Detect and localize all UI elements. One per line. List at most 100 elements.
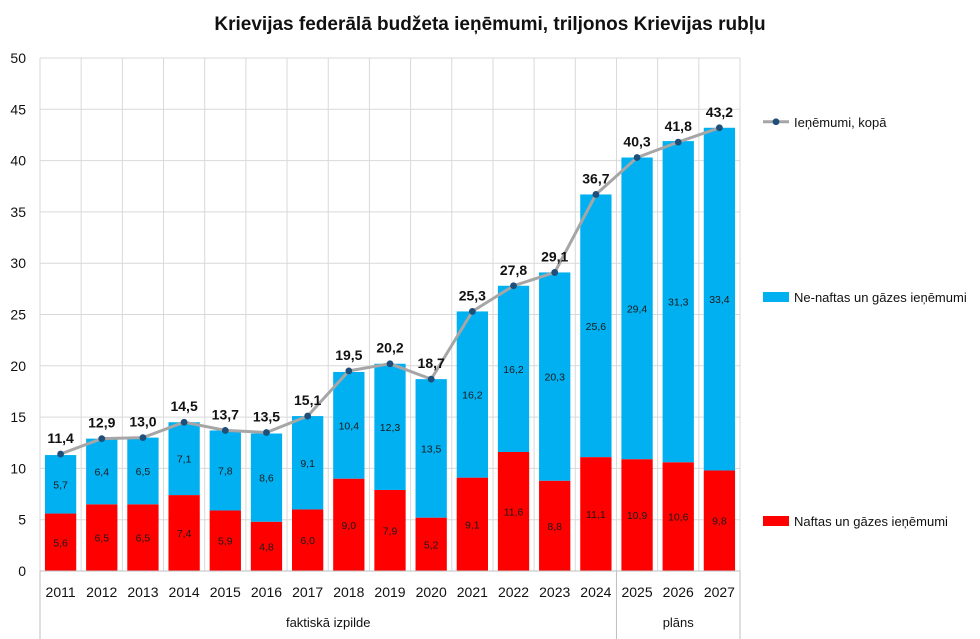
x-tick-label: 2014 bbox=[169, 584, 200, 600]
bar-non-oil-gas bbox=[209, 430, 241, 511]
y-tick-label: 25 bbox=[10, 307, 26, 323]
y-tick-label: 35 bbox=[10, 204, 26, 220]
total-point bbox=[427, 375, 435, 383]
bars-layer bbox=[44, 127, 736, 571]
non-oil-gas-value-label: 9,1 bbox=[300, 458, 315, 470]
y-tick-label: 10 bbox=[10, 460, 26, 476]
x-tick-label: 2012 bbox=[86, 584, 117, 600]
x-tick-label: 2024 bbox=[580, 584, 611, 600]
bar-oil-gas bbox=[662, 462, 694, 571]
bar-non-oil-gas bbox=[703, 127, 736, 471]
x-tick-label: 2021 bbox=[457, 584, 488, 600]
total-value-label: 13,5 bbox=[253, 408, 280, 424]
oil-gas-value-label: 10,9 bbox=[627, 510, 648, 522]
bar-oil-gas bbox=[86, 504, 118, 571]
x-tick-label: 2019 bbox=[374, 584, 405, 600]
non-oil-gas-value-label: 10,4 bbox=[339, 420, 360, 432]
x-tick-label: 2013 bbox=[127, 584, 158, 600]
legend-oil-gas-label: Naftas un gāzes ieņēmumi bbox=[794, 514, 948, 529]
y-tick-label: 15 bbox=[10, 409, 26, 425]
total-line-layer: 11,4 12,9 13,0 14,5 13,7 13,5 15,1 19,5 20,2 18,7… bbox=[47, 104, 733, 458]
legend: Ieņēmumi, kopā Ne-naftas un gāzes ieņēmum… bbox=[763, 115, 967, 529]
non-oil-gas-value-label: 8,6 bbox=[259, 473, 274, 485]
total-value-label: 29,1 bbox=[541, 248, 568, 264]
total-value-label: 13,0 bbox=[129, 414, 156, 430]
total-value-label: 27,8 bbox=[500, 262, 527, 278]
bar-non-oil-gas bbox=[168, 422, 200, 496]
total-value-label: 18,7 bbox=[418, 355, 445, 371]
oil-gas-value-label: 4,8 bbox=[259, 541, 274, 553]
group-label: plāns bbox=[663, 615, 695, 630]
non-oil-gas-value-label: 31,3 bbox=[668, 297, 689, 309]
gridlines bbox=[39, 57, 741, 571]
non-oil-gas-value-label: 13,5 bbox=[421, 443, 442, 455]
chart-title: Krievijas federālā budžeta ieņēmumi, tri… bbox=[214, 14, 765, 35]
bar-oil-gas bbox=[456, 477, 488, 571]
total-point bbox=[468, 308, 476, 315]
y-tick-label: 0 bbox=[18, 563, 26, 579]
legend-non-oil-gas-label: Ne-naftas un gāzes ieņēmumi bbox=[794, 290, 967, 305]
total-value-label: 13,7 bbox=[212, 406, 239, 422]
total-point bbox=[221, 427, 229, 434]
oil-gas-value-label: 9,0 bbox=[342, 520, 357, 532]
x-tick-label: 2016 bbox=[251, 584, 282, 600]
bar-non-oil-gas bbox=[580, 194, 612, 458]
bar-non-oil-gas bbox=[497, 285, 530, 452]
x-tick-label: 2027 bbox=[704, 584, 735, 600]
non-oil-gas-value-label: 7,8 bbox=[218, 465, 233, 477]
bar-oil-gas bbox=[497, 451, 530, 571]
legend-oil-gas-swatch bbox=[763, 516, 789, 526]
y-tick-label: 50 bbox=[10, 50, 26, 66]
oil-gas-value-label: 9,8 bbox=[712, 516, 727, 528]
bar-non-oil-gas bbox=[456, 311, 488, 478]
bar-oil-gas bbox=[415, 517, 447, 571]
x-tick-label: 2018 bbox=[333, 584, 364, 600]
bar-non-oil-gas bbox=[292, 416, 324, 510]
bar-non-oil-gas bbox=[127, 437, 159, 505]
x-tick-label: 2020 bbox=[416, 584, 447, 600]
bar-oil-gas bbox=[250, 521, 283, 571]
total-value-label: 40,3 bbox=[623, 134, 650, 150]
legend-total-label: Ieņēmumi, kopā bbox=[794, 115, 887, 130]
oil-gas-value-label: 6,5 bbox=[94, 533, 109, 545]
total-value-label: 12,9 bbox=[88, 415, 115, 431]
x-tick-label: 2015 bbox=[210, 584, 241, 600]
non-oil-gas-value-label: 5,7 bbox=[53, 479, 68, 491]
total-point bbox=[304, 412, 312, 420]
bar-non-oil-gas bbox=[44, 455, 77, 514]
x-tick-label: 2017 bbox=[292, 584, 323, 600]
bar-oil-gas bbox=[621, 459, 653, 571]
non-oil-gas-value-label: 25,6 bbox=[586, 321, 607, 333]
non-oil-gas-value-label: 12,3 bbox=[380, 422, 401, 434]
total-value-label: 36,7 bbox=[582, 170, 609, 186]
y-tick-label: 40 bbox=[10, 153, 26, 169]
total-value-label: 19,5 bbox=[335, 347, 362, 363]
bar-non-oil-gas bbox=[621, 157, 653, 460]
bar-oil-gas bbox=[127, 504, 159, 571]
total-point bbox=[386, 360, 394, 368]
oil-gas-value-label: 6,5 bbox=[136, 533, 151, 545]
x-tick-label: 2026 bbox=[663, 584, 694, 600]
total-point bbox=[674, 138, 682, 146]
total-point bbox=[180, 418, 188, 426]
x-tick-label: 2025 bbox=[621, 584, 652, 600]
total-value-label: 14,5 bbox=[170, 398, 197, 414]
total-point bbox=[510, 282, 517, 290]
oil-gas-value-label: 6,0 bbox=[300, 535, 315, 547]
total-value-label: 20,2 bbox=[376, 340, 403, 356]
bar-non-oil-gas bbox=[662, 141, 694, 463]
total-value-label: 25,3 bbox=[459, 287, 486, 303]
total-point bbox=[139, 434, 147, 442]
oil-gas-value-label: 11,1 bbox=[586, 509, 606, 521]
non-oil-gas-value-label: 20,3 bbox=[544, 372, 565, 384]
oil-gas-value-label: 5,2 bbox=[424, 539, 439, 551]
total-point bbox=[716, 124, 723, 132]
legend-total-marker bbox=[772, 118, 780, 126]
group-label: faktiskā izpilde bbox=[286, 615, 371, 630]
non-oil-gas-value-label: 33,4 bbox=[709, 294, 730, 306]
non-oil-gas-value-label: 6,4 bbox=[94, 466, 109, 478]
bar-non-oil-gas bbox=[333, 371, 365, 479]
x-tick-label: 2023 bbox=[539, 584, 570, 600]
oil-gas-value-label: 10,6 bbox=[668, 512, 689, 524]
